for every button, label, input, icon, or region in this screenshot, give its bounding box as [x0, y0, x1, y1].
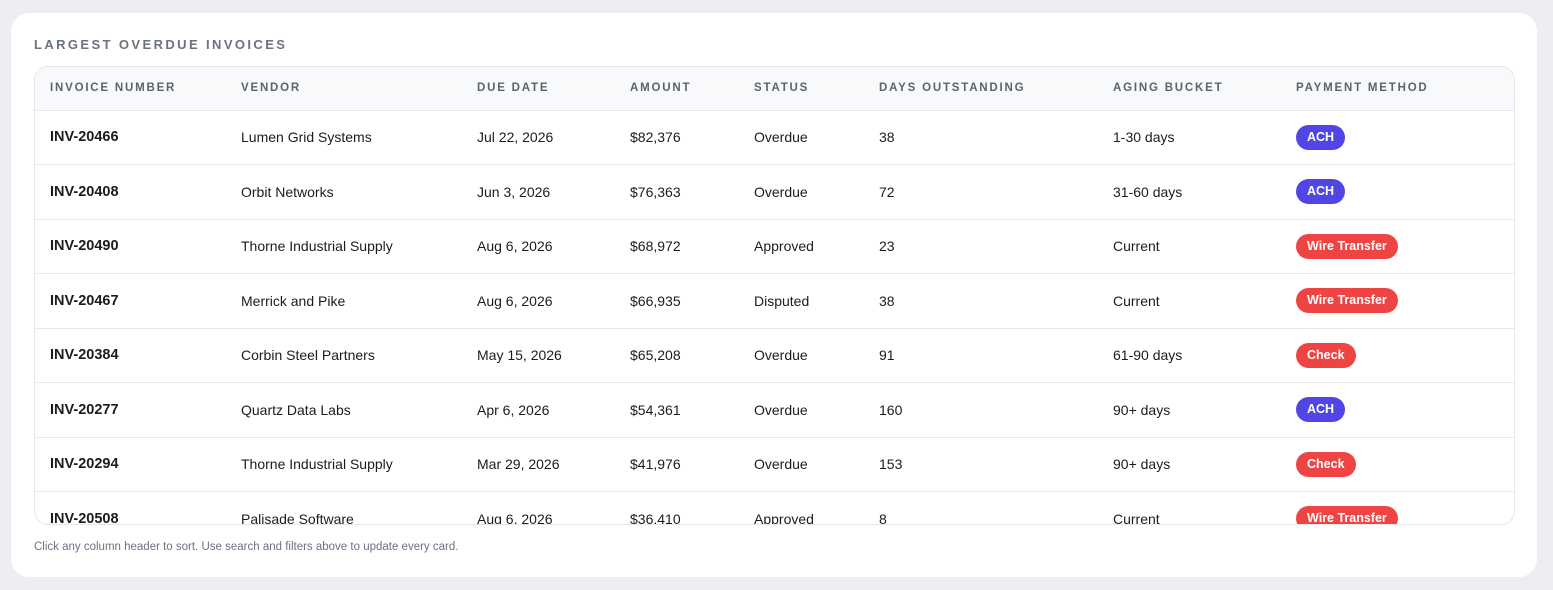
table-row[interactable]: INV-20408 Orbit Networks Jun 3, 2026 $76…	[35, 165, 1514, 220]
due-date-cell: Jun 3, 2026	[477, 183, 551, 200]
payment-method-badge: Wire Transfer	[1296, 233, 1398, 259]
vendor-cell: Palisade Software	[241, 510, 354, 525]
days-outstanding-cell: 91	[879, 347, 895, 364]
amount-cell: $82,376	[630, 129, 681, 146]
invoice-number-cell: INV-20408	[50, 183, 119, 200]
invoice-number-cell: INV-20508	[50, 510, 119, 525]
status-cell: Overdue	[754, 456, 808, 473]
column-header-days-outstanding[interactable]: DAYS OUTSTANDING	[879, 67, 1113, 111]
aging-bucket-cell: Current	[1113, 510, 1160, 525]
days-outstanding-cell: 23	[879, 238, 895, 255]
payment-method-cell: Wire Transfer	[1296, 274, 1514, 329]
column-header-due-date[interactable]: DUE DATE	[477, 67, 630, 111]
payment-method-badge: ACH	[1296, 397, 1346, 423]
invoice-number-cell: INV-20277	[50, 401, 119, 418]
vendor-cell: Orbit Networks	[241, 183, 334, 200]
table-row[interactable]: INV-20384 Corbin Steel Partners May 15, …	[35, 328, 1514, 383]
aging-bucket-cell: Current	[1113, 238, 1160, 255]
status-cell: Overdue	[754, 183, 808, 200]
due-date-cell: Aug 6, 2026	[477, 238, 553, 255]
days-outstanding-cell: 38	[879, 292, 895, 309]
aging-bucket-cell: 1-30 days	[1113, 129, 1175, 146]
invoice-number-cell: INV-20384	[50, 347, 119, 364]
table-row[interactable]: INV-20467 Merrick and Pike Aug 6, 2026 $…	[35, 274, 1514, 329]
payment-method-cell: ACH	[1296, 110, 1514, 165]
due-date-cell: Aug 6, 2026	[477, 510, 553, 525]
payment-method-cell: Check	[1296, 328, 1514, 383]
vendor-cell: Merrick and Pike	[241, 292, 346, 309]
vendor-cell: Thorne Industrial Supply	[241, 456, 393, 473]
column-header-vendor[interactable]: VENDOR	[241, 67, 477, 111]
invoice-number-cell: INV-20490	[50, 238, 119, 255]
card-title: LARGEST OVERDUE INVOICES	[34, 37, 288, 52]
payment-method-cell: ACH	[1296, 165, 1514, 220]
amount-cell: $68,972	[630, 238, 681, 255]
payment-method-cell: Check	[1296, 437, 1514, 492]
payment-method-badge: Check	[1296, 342, 1356, 368]
status-cell: Approved	[754, 510, 814, 525]
payment-method-badge: Check	[1296, 451, 1356, 477]
invoices-table: INVOICE NUMBER VENDOR DUE DATE AMOUNT ST…	[35, 67, 1514, 525]
aging-bucket-cell: Current	[1113, 292, 1160, 309]
due-date-cell: Jul 22, 2026	[477, 129, 554, 146]
days-outstanding-cell: 38	[879, 129, 895, 146]
invoices-table-container[interactable]: INVOICE NUMBER VENDOR DUE DATE AMOUNT ST…	[34, 66, 1515, 525]
amount-cell: $54,361	[630, 401, 681, 418]
payment-method-cell: ACH	[1296, 383, 1514, 438]
aging-bucket-cell: 90+ days	[1113, 456, 1171, 473]
days-outstanding-cell: 153	[879, 456, 903, 473]
due-date-cell: Apr 6, 2026	[477, 401, 550, 418]
status-cell: Overdue	[754, 401, 808, 418]
aging-bucket-cell: 90+ days	[1113, 401, 1171, 418]
vendor-cell: Corbin Steel Partners	[241, 347, 375, 364]
column-header-aging-bucket[interactable]: AGING BUCKET	[1113, 67, 1296, 111]
due-date-cell: May 15, 2026	[477, 347, 562, 364]
due-date-cell: Aug 6, 2026	[477, 292, 553, 309]
table-row[interactable]: INV-20277 Quartz Data Labs Apr 6, 2026 $…	[35, 383, 1514, 438]
status-cell: Overdue	[754, 347, 808, 364]
status-cell: Approved	[754, 238, 814, 255]
aging-bucket-cell: 61-90 days	[1113, 347, 1183, 364]
table-row[interactable]: INV-20294 Thorne Industrial Supply Mar 2…	[35, 437, 1514, 492]
vendor-cell: Lumen Grid Systems	[241, 129, 372, 146]
column-header-status[interactable]: STATUS	[754, 67, 879, 111]
days-outstanding-cell: 160	[879, 401, 903, 418]
status-cell: Overdue	[754, 129, 808, 146]
table-row[interactable]: INV-20490 Thorne Industrial Supply Aug 6…	[35, 219, 1514, 274]
column-header-amount[interactable]: AMOUNT	[630, 67, 754, 111]
table-row[interactable]: INV-20466 Lumen Grid Systems Jul 22, 202…	[35, 110, 1514, 165]
payment-method-cell: Wire Transfer	[1296, 219, 1514, 274]
invoice-number-cell: INV-20466	[50, 129, 119, 146]
payment-method-badge: Wire Transfer	[1296, 288, 1398, 314]
table-footnote: Click any column header to sort. Use sea…	[34, 541, 459, 553]
payment-method-badge: ACH	[1296, 179, 1346, 205]
amount-cell: $65,208	[630, 347, 681, 364]
days-outstanding-cell: 72	[879, 183, 895, 200]
invoice-number-cell: INV-20467	[50, 292, 119, 309]
due-date-cell: Mar 29, 2026	[477, 456, 560, 473]
days-outstanding-cell: 8	[879, 510, 887, 525]
table-row[interactable]: INV-20508 Palisade Software Aug 6, 2026 …	[35, 492, 1514, 525]
table-header-row: INVOICE NUMBER VENDOR DUE DATE AMOUNT ST…	[35, 67, 1514, 111]
amount-cell: $36,410	[630, 510, 681, 525]
amount-cell: $41,976	[630, 456, 681, 473]
invoice-number-cell: INV-20294	[50, 456, 119, 473]
payment-method-badge: Wire Transfer	[1296, 506, 1398, 524]
vendor-cell: Quartz Data Labs	[241, 401, 351, 418]
payment-method-cell: Wire Transfer	[1296, 492, 1514, 524]
overdue-invoices-card: LARGEST OVERDUE INVOICES INVOICE NUMBER …	[11, 13, 1537, 577]
aging-bucket-cell: 31-60 days	[1113, 183, 1183, 200]
column-header-payment-method[interactable]: PAYMENT METHOD	[1296, 67, 1514, 111]
amount-cell: $66,935	[630, 292, 681, 309]
payment-method-badge: ACH	[1296, 124, 1346, 150]
vendor-cell: Thorne Industrial Supply	[241, 238, 393, 255]
amount-cell: $76,363	[630, 183, 681, 200]
status-cell: Disputed	[754, 292, 810, 309]
column-header-invoice-number[interactable]: INVOICE NUMBER	[35, 67, 241, 111]
